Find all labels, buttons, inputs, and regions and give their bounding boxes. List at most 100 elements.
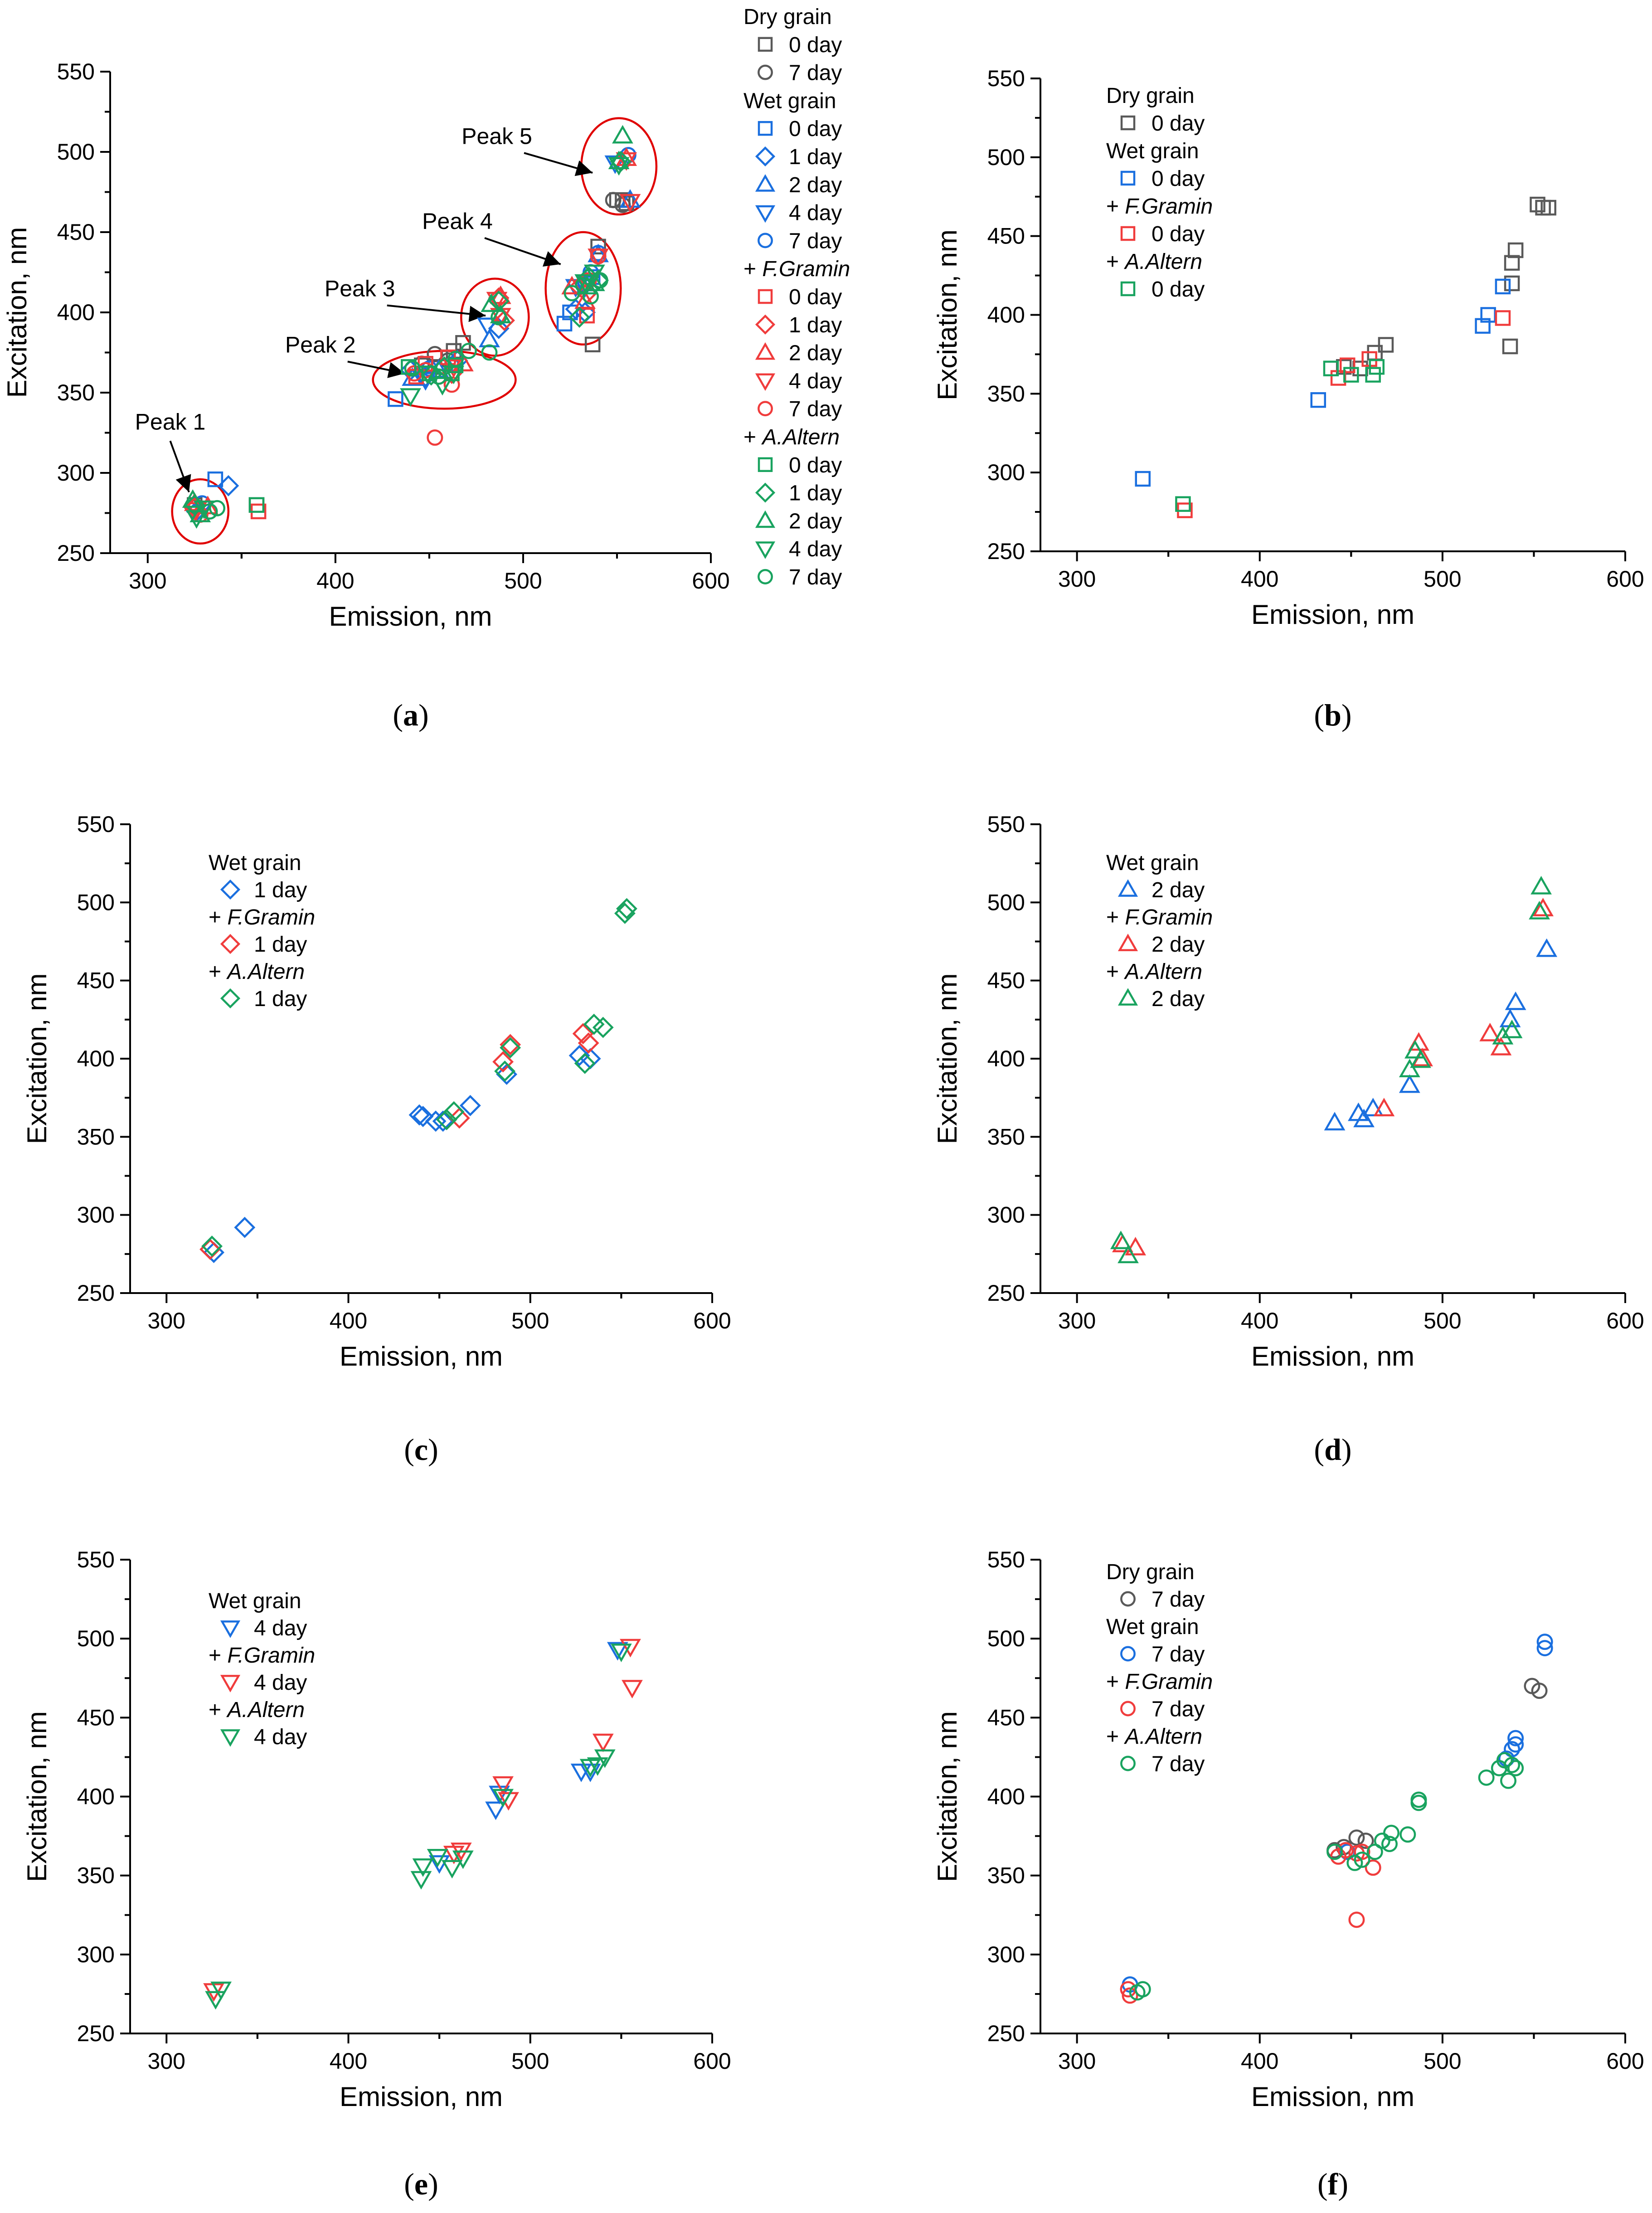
data-point-wet-day0 bbox=[556, 316, 573, 332]
y-tick-label: 400 bbox=[77, 1046, 115, 1071]
data-point-fgram-day7 bbox=[1365, 1859, 1381, 1876]
data-point-wet-day2 bbox=[1353, 1109, 1375, 1128]
legend-species: F.Gramin bbox=[1125, 1670, 1213, 1694]
legend-entry-label: 4 day bbox=[254, 1671, 307, 1695]
legend-marker-altern-day0 bbox=[758, 457, 773, 472]
data-point-wet-day0 bbox=[1495, 278, 1511, 295]
data-point-wet-day0 bbox=[388, 391, 403, 407]
data-point-dry-day0 bbox=[584, 336, 601, 353]
data-point-wet-day7 bbox=[1536, 1634, 1553, 1650]
data-point-dry-day0 bbox=[1504, 275, 1520, 292]
legend-header: Wet grain bbox=[209, 1589, 301, 1613]
x-tick-label: 600 bbox=[1606, 1308, 1644, 1333]
data-point-wet-day0 bbox=[1135, 471, 1151, 487]
y-tick-label: 250 bbox=[57, 540, 95, 566]
data-point-altern-day4 bbox=[210, 1981, 232, 2000]
y-tick-label: 550 bbox=[77, 1547, 115, 1572]
y-tick-label: 300 bbox=[77, 1942, 115, 1967]
legend-marker-altern-day4 bbox=[220, 1729, 241, 1747]
x-axis-label: Emission, nm bbox=[340, 2082, 503, 2112]
legend-marker-altern-day4 bbox=[755, 541, 776, 559]
data-point-wet-day1 bbox=[234, 1216, 256, 1238]
legend-plus: + bbox=[743, 425, 762, 449]
legend-entry-label: 2 day bbox=[789, 173, 842, 197]
data-point-wet-day4 bbox=[570, 1763, 592, 1782]
x-tick-label: 300 bbox=[1058, 2048, 1096, 2074]
legend-header: + F.Gramin bbox=[1106, 905, 1213, 929]
legend-plus: + bbox=[209, 1698, 227, 1722]
legend-plus: + bbox=[1106, 960, 1125, 984]
data-point-fgram-day4 bbox=[592, 1733, 614, 1752]
legend-header: + A.Altern bbox=[1106, 960, 1202, 984]
y-axis-label: Excitation, nm bbox=[22, 973, 52, 1144]
legend-marker-wet-day2 bbox=[755, 174, 776, 192]
data-point-fgram-day0 bbox=[1340, 357, 1356, 374]
panel-a: 300 400 500 600 250 300 350 400 450 500 550 Emissio… bbox=[2, 5, 850, 732]
y-tick-label: 350 bbox=[57, 380, 95, 405]
y-tick-label: 450 bbox=[987, 224, 1025, 249]
x-tick-label: 600 bbox=[693, 1308, 731, 1333]
data-point-altern-day7 bbox=[592, 272, 608, 289]
data-point-fgram-day2 bbox=[1532, 898, 1554, 916]
data-point-dry-day7 bbox=[1357, 1833, 1374, 1849]
legend-header: + A.Altern bbox=[209, 1698, 305, 1722]
legend-entry-label: 2 day bbox=[1152, 878, 1205, 902]
legend-plus: + bbox=[1106, 1670, 1125, 1694]
data-point-altern-day0 bbox=[1175, 496, 1191, 512]
data-point-altern-day0 bbox=[248, 497, 265, 513]
caption-letter: e bbox=[414, 2167, 428, 2201]
data-point-dry-day0 bbox=[1502, 338, 1518, 355]
y-tick-label: 550 bbox=[57, 59, 95, 84]
panel-caption: (a) bbox=[393, 698, 428, 732]
x-tick-label: 400 bbox=[1241, 566, 1278, 592]
x-tick-label: 300 bbox=[1058, 566, 1096, 592]
data-point-altern-day0 bbox=[1323, 360, 1339, 376]
legend-species: A.Altern bbox=[226, 1698, 305, 1722]
caption-close-paren: ) bbox=[1338, 2167, 1348, 2201]
data-point-fgram-day4 bbox=[619, 194, 641, 213]
data-point-fgram-day1 bbox=[494, 310, 515, 331]
data-point-altern-day7 bbox=[575, 277, 592, 293]
y-tick-label: 450 bbox=[77, 1705, 115, 1730]
legend-entry-label: 4 day bbox=[789, 537, 842, 561]
y-axis-label: Excitation, nm bbox=[22, 1711, 52, 1882]
data-point-altern-day4 bbox=[587, 1757, 608, 1776]
caption-open-paren: ( bbox=[404, 2167, 414, 2201]
x-tick-label: 400 bbox=[316, 568, 354, 593]
legend-entry-label: 7 day bbox=[789, 229, 842, 253]
legend-entry-label: 7 day bbox=[1152, 1643, 1205, 1667]
legend-marker-altern-day7 bbox=[1120, 1756, 1136, 1771]
peak-label: Peak 3 bbox=[325, 276, 395, 302]
data-point-dry-day0 bbox=[1378, 337, 1394, 353]
data-point-wet-day0 bbox=[1475, 318, 1491, 334]
y-tick-label: 500 bbox=[987, 890, 1025, 915]
legend-marker-fgram-day0 bbox=[1120, 226, 1136, 241]
legend-marker-dry-day7 bbox=[758, 64, 773, 80]
data-point-wet-day7 bbox=[1507, 1736, 1524, 1753]
legend-plus: + bbox=[1106, 250, 1125, 274]
data-point-altern-day2 bbox=[481, 293, 502, 312]
data-point-fgram-day7 bbox=[1354, 1843, 1370, 1860]
legend-marker-fgram-day4 bbox=[220, 1675, 241, 1693]
data-point-altern-day4 bbox=[412, 1858, 434, 1877]
legend-header: + F.Gramin bbox=[1106, 195, 1213, 219]
legend-header: Wet grain bbox=[743, 89, 836, 113]
x-tick-label: 600 bbox=[692, 568, 729, 593]
caption-letter: d bbox=[1324, 1432, 1341, 1467]
caption-close-paren: ) bbox=[428, 1432, 438, 1467]
x-tick-label: 400 bbox=[330, 2048, 367, 2074]
data-point-wet-day2 bbox=[1399, 1074, 1420, 1093]
panel-b: 300 400 500 600 250 300 350 400 450 500 550 Emissio… bbox=[932, 66, 1644, 732]
panel-f: 300 400 500 600 250 300 350 400 450 500 550 Emissio… bbox=[932, 1547, 1644, 2201]
x-axis-label: Emission, nm bbox=[329, 601, 492, 632]
peak-arrow bbox=[169, 440, 191, 493]
legend-entry-label: 1 day bbox=[789, 313, 842, 337]
y-tick-label: 500 bbox=[987, 145, 1025, 170]
caption-close-paren: ) bbox=[418, 698, 429, 732]
data-point-altern-day2 bbox=[1110, 1231, 1132, 1250]
data-point-wet-day0 bbox=[207, 471, 224, 487]
legend-marker-fgram-day4 bbox=[755, 373, 776, 391]
peak-label: Peak 5 bbox=[462, 123, 532, 149]
legend-entry-label: 0 day bbox=[789, 33, 842, 57]
data-point-altern-day7 bbox=[1507, 1760, 1524, 1776]
